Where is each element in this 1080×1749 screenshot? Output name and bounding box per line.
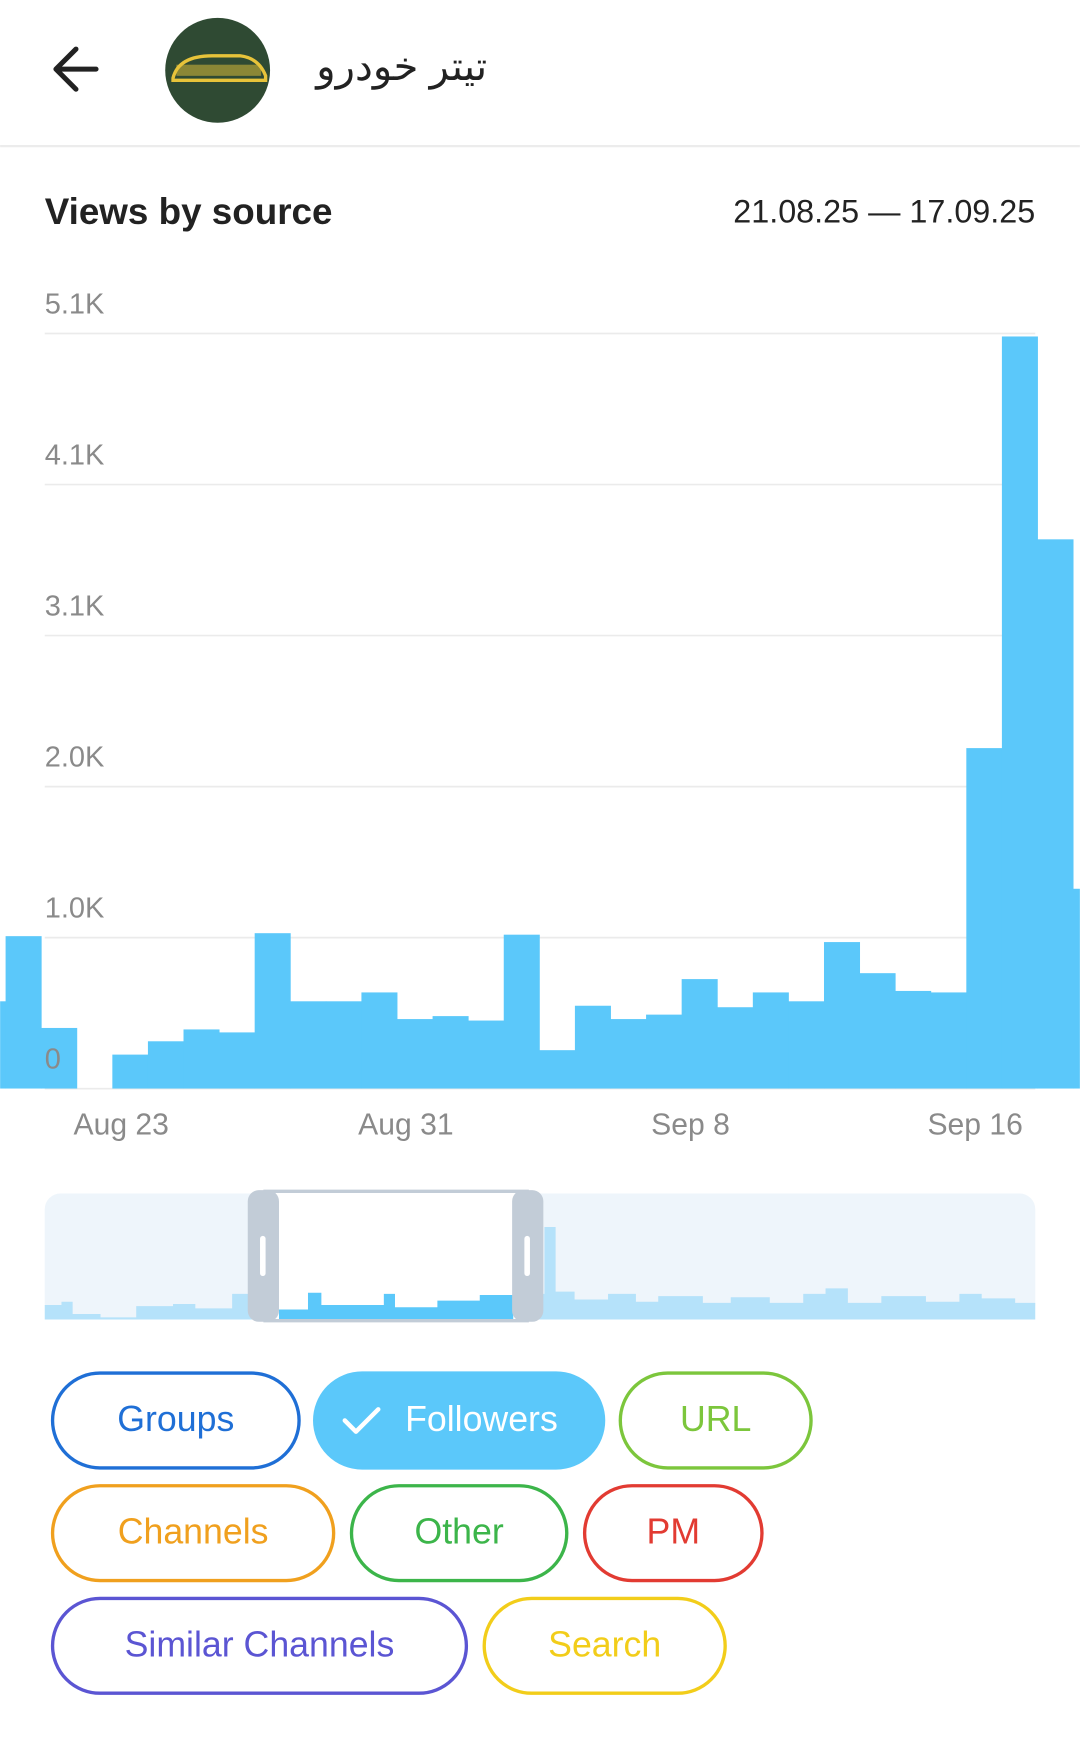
bar — [895, 990, 932, 1089]
filter-chip[interactable]: Followers — [313, 1371, 606, 1470]
chip-label: Other — [414, 1512, 503, 1552]
bar — [930, 992, 967, 1089]
bar — [574, 1005, 611, 1089]
chip-outline — [582, 1484, 764, 1583]
chip-label: Groups — [117, 1399, 234, 1439]
bar — [1073, 888, 1080, 1089]
date-range: 21.08.25 — 17.09.25 — [733, 194, 1035, 230]
bar — [219, 1032, 256, 1089]
bars — [0, 336, 1080, 1089]
chip-outline — [50, 1484, 336, 1583]
filter-chip[interactable]: Groups — [50, 1371, 301, 1470]
bar — [290, 1001, 327, 1089]
filter-chip[interactable]: Other — [349, 1484, 569, 1583]
back-button[interactable] — [53, 46, 99, 92]
bar — [397, 1019, 434, 1089]
chip-label: URL — [680, 1399, 751, 1439]
range-navigator[interactable] — [44, 1189, 1036, 1323]
y-axis: 0 1.0K 2.0K 3.1K 4.1K 5.1K — [45, 288, 105, 1075]
filter-chip[interactable]: Search — [482, 1596, 727, 1695]
y-tick-label: 3.1K — [45, 590, 105, 622]
bar — [717, 1007, 754, 1089]
bar — [183, 1029, 220, 1089]
bar — [823, 942, 861, 1089]
y-tick-label: 2.0K — [45, 741, 105, 773]
bar — [112, 1054, 149, 1089]
filter-chip[interactable]: URL — [618, 1371, 813, 1470]
bar — [966, 748, 1003, 1089]
chip-outline — [313, 1371, 606, 1470]
bar — [646, 1014, 683, 1089]
chip-outline — [618, 1371, 813, 1470]
filter-chip[interactable]: Channels — [50, 1484, 336, 1583]
chip-label: Search — [548, 1624, 661, 1664]
bar — [752, 992, 789, 1089]
filter-chips: Groups Followers URL Channels Other PM Similar… — [50, 1371, 813, 1695]
check-icon — [342, 1407, 381, 1434]
filter-chip[interactable]: Similar Channels — [50, 1596, 469, 1695]
bar — [859, 973, 896, 1089]
x-axis: Aug 23 Aug 31 Sep 8 Sep 16 — [73, 1109, 1022, 1142]
bar — [468, 1020, 505, 1089]
channel-title: تيتر خودرو — [314, 44, 487, 90]
chip-label: Channels — [118, 1512, 269, 1552]
bar — [41, 1027, 78, 1089]
bar — [539, 1050, 576, 1089]
filter-chip[interactable]: PM — [582, 1484, 764, 1583]
channel-avatar[interactable] — [165, 17, 271, 123]
x-tick-label: Aug 23 — [73, 1109, 168, 1142]
bar — [1037, 539, 1074, 1089]
chip-label: Followers — [405, 1399, 558, 1439]
y-tick-label: 1.0K — [45, 892, 105, 924]
bar — [681, 979, 718, 1089]
chip-outline — [349, 1484, 569, 1583]
bar — [432, 1016, 469, 1089]
bar — [5, 936, 42, 1089]
chart-title: Views by source — [45, 191, 333, 232]
y-tick-label: 0 — [45, 1043, 61, 1075]
x-tick-label: Sep 16 — [927, 1109, 1022, 1142]
x-tick-label: Aug 31 — [358, 1109, 453, 1142]
chip-outline — [50, 1371, 301, 1470]
chip-outline — [50, 1596, 469, 1695]
y-tick-label: 5.1K — [45, 288, 105, 320]
x-tick-label: Sep 8 — [651, 1109, 730, 1142]
chip-label: PM — [647, 1512, 701, 1552]
bar — [1001, 336, 1038, 1089]
chip-outline — [482, 1596, 727, 1695]
bar — [503, 934, 540, 1089]
bar — [147, 1041, 184, 1089]
bar — [788, 1001, 825, 1089]
bar — [0, 1001, 7, 1089]
y-tick-label: 4.1K — [45, 439, 105, 471]
bar — [610, 1019, 647, 1089]
bar — [325, 1001, 362, 1089]
bar — [254, 933, 291, 1089]
chip-label: Similar Channels — [125, 1624, 395, 1664]
bar — [361, 992, 398, 1089]
